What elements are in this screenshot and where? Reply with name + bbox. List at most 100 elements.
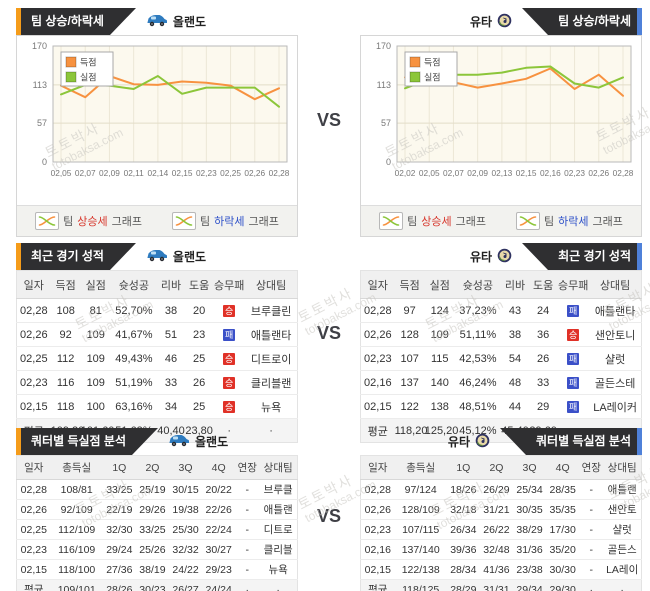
orange-accent-bar	[16, 428, 21, 455]
column-header: 실점	[424, 270, 455, 299]
cell: 패	[213, 322, 246, 347]
average-row: 평균 109/101 28/26 30/23 26/27 24/24 · ·	[16, 579, 298, 591]
cell: 32/30	[102, 519, 136, 540]
table-row: 02,28 97 124 37,23% 43 24 패 애틀랜타	[360, 298, 642, 323]
column-header: 3Q	[169, 455, 203, 480]
table-row: 02,26 128 109 51,11% 38 36 승 샌안토니	[360, 322, 642, 347]
quarter-table-orlando: 일자 총득실 1Q 2Q 3Q 4Q 연장 상대팀 02,28 108/81 33/25 25/19 3…	[16, 455, 298, 591]
table-row: 02,16 137 140 46,24% 48 33 패 골든스테	[360, 370, 642, 395]
cell: 29	[529, 394, 558, 419]
trend-chart-box: 0 57 113 170 02,02 02,05 02,07 02,09 02,13 02,15 0…	[360, 35, 642, 237]
table-row: 02,16 137/140 39/36 32/48 31/36 35/20- 골든스	[360, 539, 642, 560]
column-header: 1Q	[446, 455, 480, 480]
cell: 137/140	[394, 539, 447, 560]
cell: ·	[579, 579, 604, 591]
cell: 20/22	[202, 479, 236, 500]
legend-label: 실점	[424, 72, 441, 83]
orange-accent-bar	[16, 243, 21, 270]
cell: ·	[259, 579, 298, 591]
cell: 디트로	[259, 519, 298, 540]
cell: 45,12%	[454, 418, 501, 443]
column-header: 리바	[500, 270, 530, 299]
column-header: 일자	[16, 270, 51, 299]
cell: 24/24	[202, 579, 236, 591]
legend-label: 득점	[424, 57, 441, 68]
cell: 30/30	[546, 559, 580, 580]
column-header: 2Q	[135, 455, 169, 480]
cell: 100	[80, 394, 111, 419]
cell: 골든스	[603, 539, 642, 560]
section-header: 유타 최근 경기 성적	[360, 243, 642, 270]
cell: 122/138	[394, 559, 447, 580]
win-badge: 승	[223, 352, 236, 365]
cell: 18/26	[446, 479, 480, 500]
column-header: 득점	[50, 270, 81, 299]
cell: 28/35	[546, 479, 580, 500]
cell: 25/34	[513, 479, 547, 500]
cell: -	[235, 519, 260, 540]
team-label-orlando: 올랜도	[136, 8, 216, 35]
cell: 승	[557, 322, 590, 347]
cell: 26/34	[446, 519, 480, 540]
table-row: 02,23 107/115 26/34 26/22 38/29 17/30- 샬럿	[360, 519, 642, 540]
cell: 패	[557, 394, 590, 419]
cell: ·	[235, 579, 260, 591]
cell: 승	[213, 346, 246, 371]
cell: -	[579, 559, 604, 580]
cell: 애틀랜타	[589, 298, 642, 323]
x-tick-label: 02,05	[419, 168, 440, 178]
cell: 패	[557, 346, 590, 371]
cell: 02,15	[16, 394, 51, 419]
cell: 02,15	[16, 559, 51, 580]
column-header: 도움	[185, 270, 214, 299]
cell: 24/22	[169, 559, 203, 580]
table-row: 02,23 107 115 42,53% 54 26 패 샬럿	[360, 346, 642, 371]
win-badge: 승	[567, 328, 580, 341]
recent-section: 최근 경기 성적 올랜도 일자 득점 실점 슛성공 리바 도움 승무패 상대팀 02,28 108…	[16, 243, 642, 443]
tab-diagonal	[522, 8, 549, 35]
table-row: 02,15 122/138 28/34 41/36 23/38 30/30- LA레이	[360, 559, 642, 580]
team-label-orlando: 올랜도	[136, 243, 216, 270]
cell: 23/38	[513, 559, 547, 580]
x-tick-label: 02,07	[75, 168, 96, 178]
cell: 116/109	[50, 539, 103, 560]
legend-swatch	[409, 71, 421, 83]
cell: 51,11%	[454, 322, 501, 347]
tab-diagonal	[109, 8, 136, 35]
cell: 39/36	[446, 539, 480, 560]
cell: 뉴욕	[259, 559, 298, 580]
win-badge: 승	[223, 304, 236, 317]
table-row: 02,28 108/81 33/25 25/19 30/15 20/22- 브루클	[16, 479, 298, 500]
cell: 샌안토니	[589, 322, 642, 347]
cell: 46,24%	[454, 370, 501, 395]
section-header: 팀 상승/하락세 올랜도	[16, 8, 298, 35]
cell: 02,28	[360, 298, 395, 323]
cell: 107/115	[394, 519, 447, 540]
loss-badge: 패	[567, 304, 580, 317]
table-row: 02,25 112 109 49,43% 46 25 승 디트로이	[16, 346, 298, 371]
win-badge: 승	[223, 376, 236, 389]
cell: 31/21	[479, 499, 513, 520]
trend-chart-box: 0 57 113 170 02,05 02,07 02,09 02,11 02,14 02,15 0…	[16, 35, 298, 237]
plot-border	[396, 45, 632, 163]
cell: 108/81	[50, 479, 103, 500]
cell: 43	[500, 298, 530, 323]
x-tick-label: 02,26	[588, 168, 609, 178]
cell: 02,23	[16, 370, 51, 395]
cell: 23	[185, 322, 214, 347]
cell: 02,25	[16, 519, 51, 540]
quarter-table-utah: 일자 총득실 1Q 2Q 3Q 4Q 연장 상대팀 02,28 97/124 18/26 26/29 2…	[360, 455, 642, 591]
cell: 97/124	[394, 479, 447, 500]
cell: 02,16	[360, 539, 395, 560]
x-tick-label: 02,16	[540, 168, 561, 178]
team-name: 유타	[469, 15, 493, 29]
team-label-utah: 유타	[460, 243, 522, 270]
vs-label: VS	[316, 110, 341, 130]
y-tick-label: 57	[37, 118, 47, 128]
y-tick-label: 170	[32, 41, 47, 51]
y-tick-label: 0	[386, 157, 391, 167]
blue-accent-bar	[637, 8, 642, 35]
cell: 02,26	[16, 499, 51, 520]
